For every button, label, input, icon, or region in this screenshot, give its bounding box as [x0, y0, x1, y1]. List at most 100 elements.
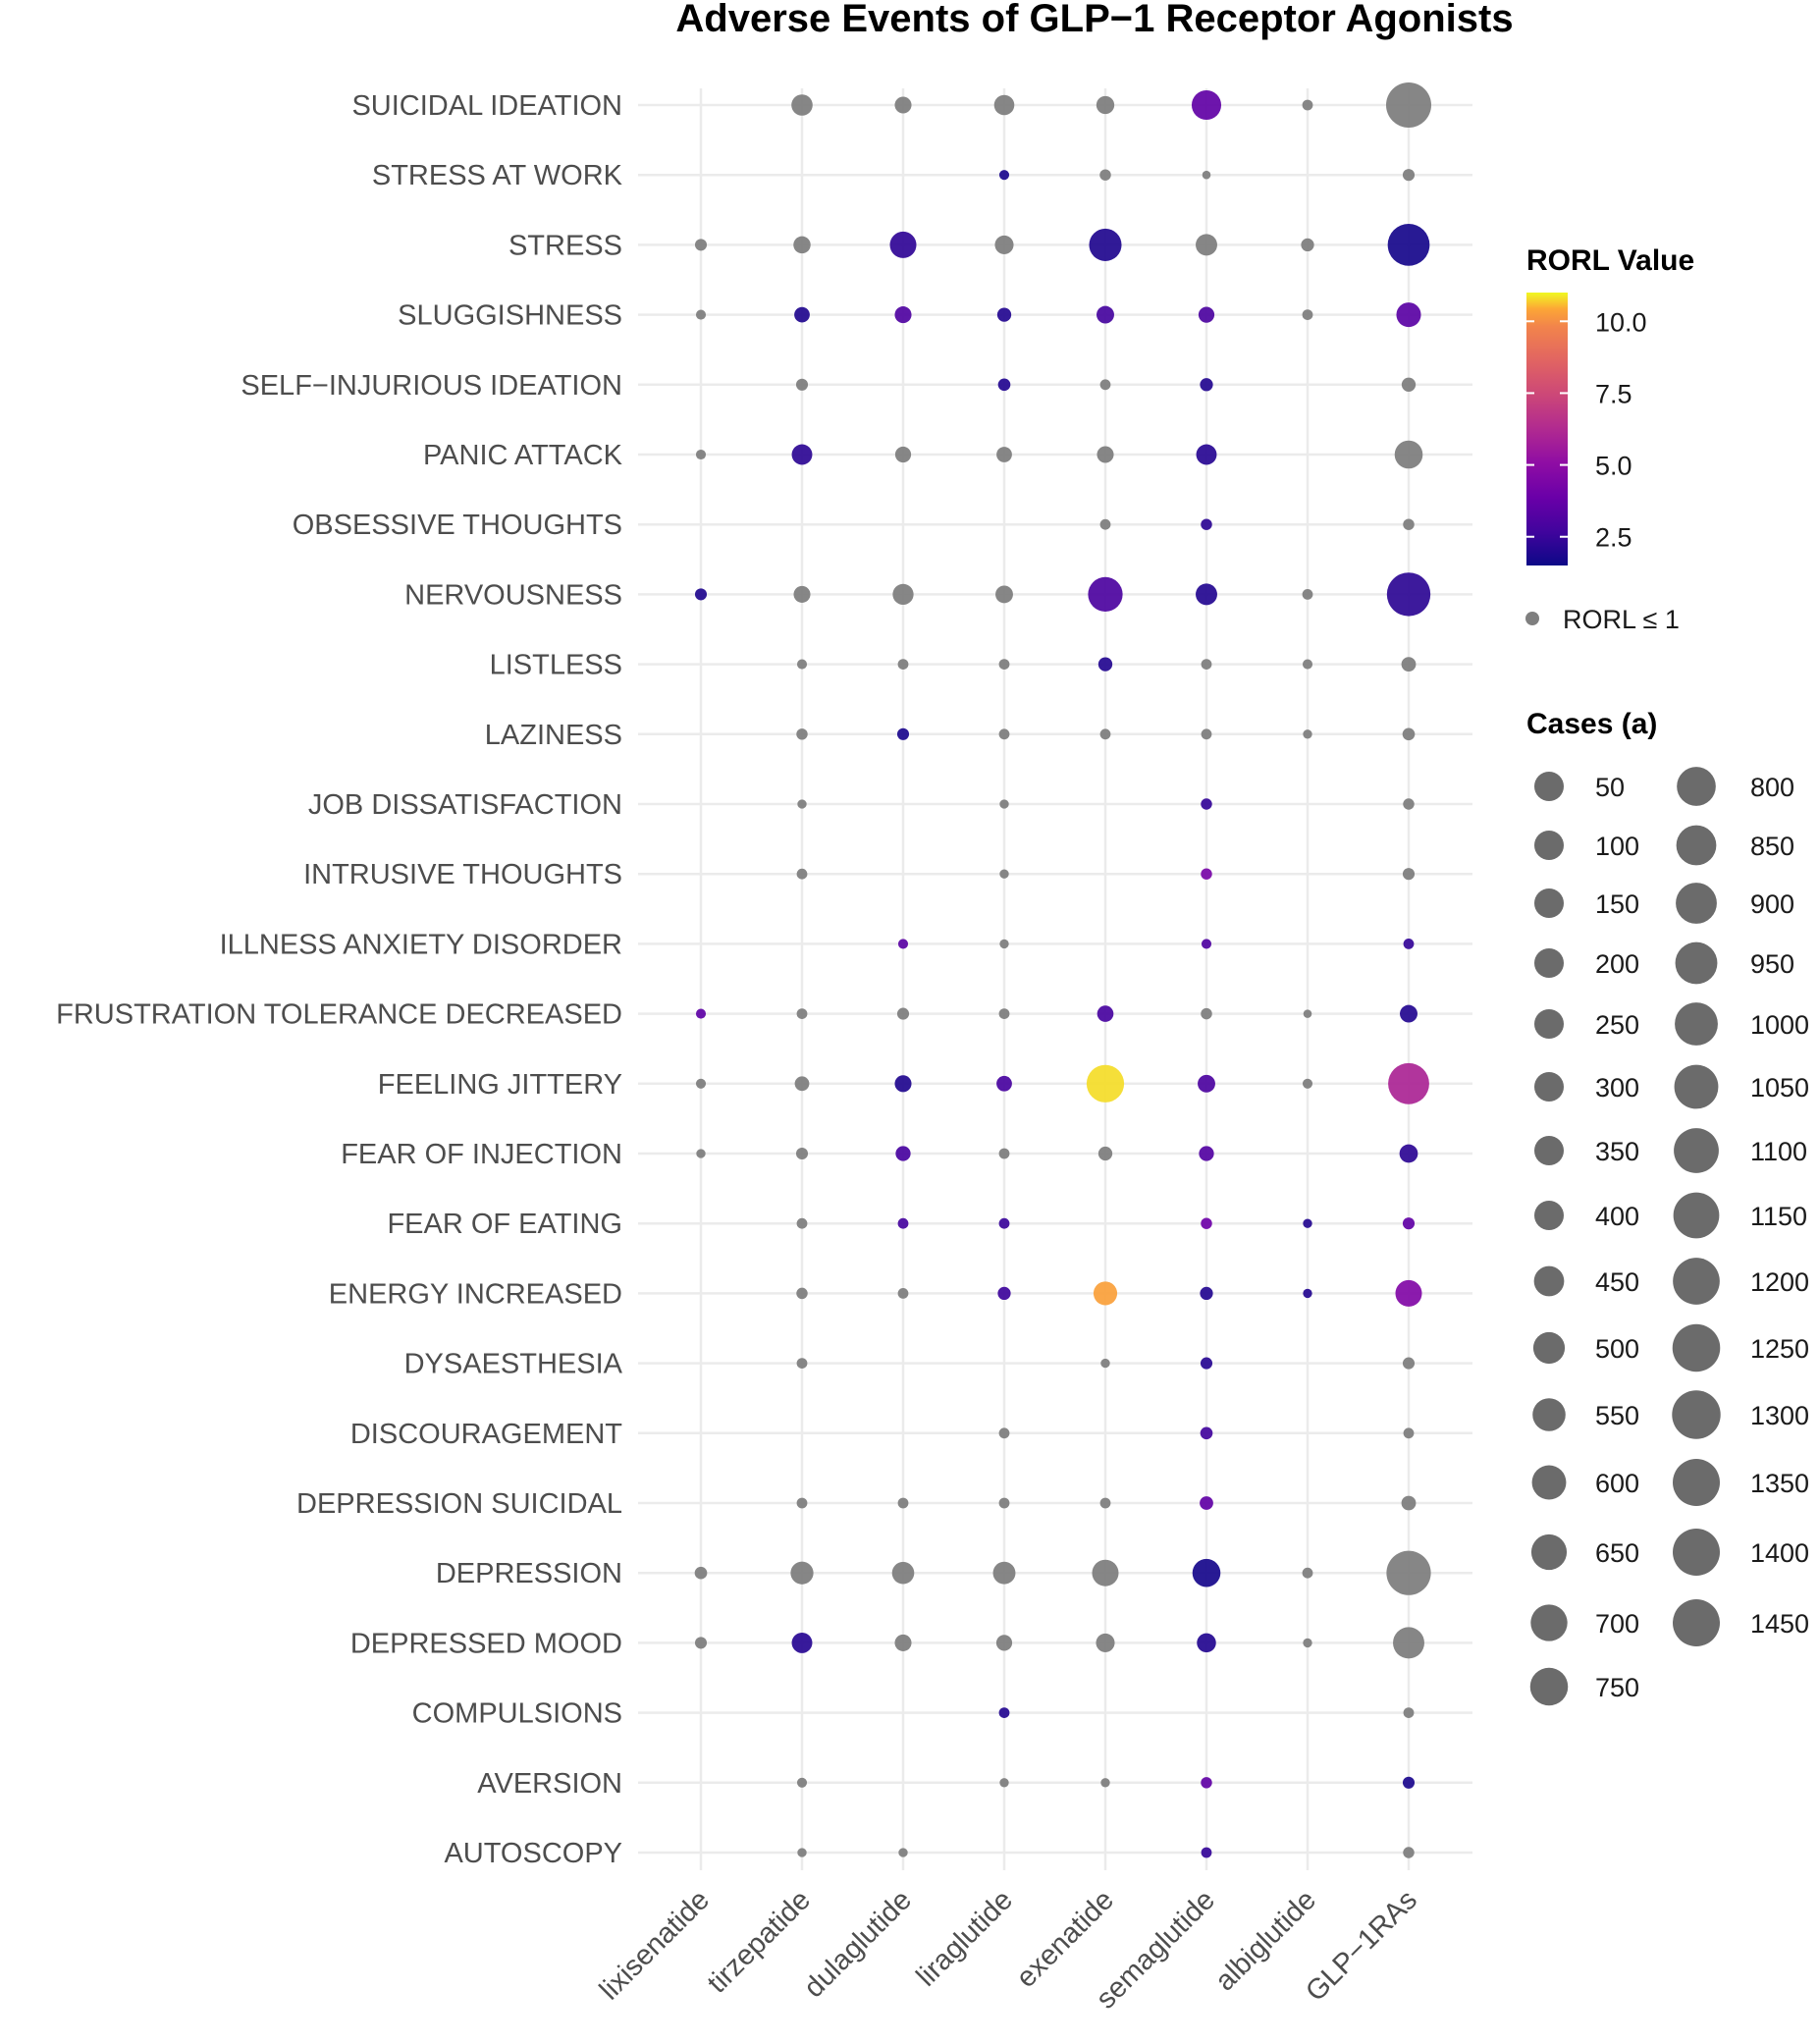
- point-stress-at-work-exenatide: [1099, 169, 1111, 181]
- size-key-700: [1530, 1604, 1568, 1641]
- point-fear-of-injection-liraglutide: [998, 1148, 1010, 1159]
- point-obsessive-thoughts-semaglutide: [1201, 518, 1212, 530]
- point-feeling-jittery-tirzepatide: [794, 1076, 810, 1092]
- point-depression-glp-1ras: [1386, 1550, 1431, 1595]
- point-suicidal-ideation-albiglutide: [1302, 99, 1313, 111]
- y-label-laziness: LAZINESS: [485, 720, 622, 751]
- point-depression-suicidal-glp-1ras: [1401, 1495, 1417, 1511]
- point-fear-of-eating-tirzepatide: [796, 1217, 808, 1229]
- point-feeling-jittery-glp-1ras: [1388, 1062, 1429, 1104]
- point-discouragement-semaglutide: [1200, 1426, 1213, 1440]
- point-stress-albiglutide: [1301, 238, 1314, 252]
- size-key-label-1300: 1300: [1750, 1401, 1809, 1430]
- y-label-energy-increased: ENERGY INCREASED: [329, 1278, 622, 1310]
- point-listless-exenatide: [1097, 657, 1113, 672]
- color-tick-label-2-5: 2.5: [1595, 523, 1632, 553]
- size-key-1050: [1674, 1064, 1719, 1109]
- point-depressed-mood-lixisenatide: [694, 1637, 708, 1649]
- point-intrusive-thoughts-glp-1ras: [1402, 868, 1416, 881]
- point-depression-dulaglutide: [891, 1561, 915, 1585]
- point-panic-attack-tirzepatide: [791, 444, 813, 465]
- point-listless-tirzepatide: [796, 659, 808, 670]
- size-key-label-650: 650: [1595, 1538, 1639, 1568]
- size-key-label-900: 900: [1750, 889, 1794, 919]
- point-self-injurious-ideation-glp-1ras: [1401, 377, 1417, 392]
- color-legend-title: RORL Value: [1526, 244, 1694, 277]
- size-key-1400: [1673, 1529, 1720, 1576]
- size-key-500: [1532, 1331, 1566, 1365]
- point-suicidal-ideation-dulaglutide: [894, 96, 912, 114]
- point-suicidal-ideation-exenatide: [1096, 95, 1115, 115]
- size-key-label-250: 250: [1595, 1010, 1639, 1040]
- size-key-750: [1529, 1667, 1569, 1706]
- point-fear-of-injection-semaglutide: [1199, 1146, 1214, 1161]
- y-label-fear-of-eating: FEAR OF EATING: [387, 1209, 622, 1240]
- y-label-dysaesthesia: DYSAESTHESIA: [404, 1349, 623, 1380]
- point-nervousness-albiglutide: [1302, 589, 1313, 600]
- color-tick-label-5-0: 5.0: [1595, 452, 1632, 481]
- size-key-650: [1530, 1533, 1568, 1571]
- point-stress-exenatide: [1089, 228, 1122, 261]
- point-fear-of-eating-glp-1ras: [1402, 1217, 1416, 1230]
- y-label-stress: STRESS: [508, 230, 622, 261]
- y-label-obsessive-thoughts: OBSESSIVE THOUGHTS: [293, 510, 622, 541]
- size-key-label-1150: 1150: [1750, 1202, 1807, 1231]
- size-key-label-200: 200: [1595, 949, 1639, 979]
- point-panic-attack-dulaglutide: [894, 446, 912, 463]
- point-sluggishness-tirzepatide: [794, 306, 810, 323]
- point-depression-liraglutide: [992, 1561, 1016, 1585]
- size-key-label-50: 50: [1595, 773, 1625, 802]
- size-key-label-500: 500: [1595, 1334, 1639, 1364]
- x-label-dulaglutide: dulaglutide: [798, 1884, 918, 2004]
- grey-legend-label: RORL ≤ 1: [1563, 605, 1680, 634]
- point-aversion-exenatide: [1100, 1778, 1110, 1788]
- point-depressed-mood-exenatide: [1096, 1633, 1115, 1652]
- point-self-injurious-ideation-liraglutide: [997, 378, 1011, 392]
- point-stress-at-work-semaglutide: [1202, 170, 1211, 180]
- point-stress-at-work-glp-1ras: [1402, 169, 1416, 182]
- point-panic-attack-semaglutide: [1196, 444, 1217, 465]
- y-label-panic-attack: PANIC ATTACK: [423, 440, 623, 471]
- point-stress-semaglutide: [1196, 234, 1217, 256]
- point-listless-glp-1ras: [1401, 657, 1417, 672]
- y-label-feeling-jittery: FEELING JITTERY: [378, 1069, 622, 1101]
- point-frustration-tolerance-decreased-exenatide: [1097, 1005, 1114, 1022]
- y-label-nervousness: NERVOUSNESS: [404, 579, 622, 611]
- size-key-1100: [1674, 1128, 1719, 1173]
- size-key-800: [1677, 767, 1716, 806]
- point-fear-of-eating-semaglutide: [1201, 1217, 1212, 1229]
- size-key-1250: [1672, 1323, 1721, 1372]
- point-illness-anxiety-disorder-dulaglutide: [897, 939, 909, 949]
- point-frustration-tolerance-decreased-albiglutide: [1303, 1009, 1312, 1018]
- size-key-200: [1534, 948, 1564, 978]
- point-nervousness-dulaglutide: [892, 583, 914, 606]
- point-dysaesthesia-semaglutide: [1200, 1357, 1213, 1370]
- point-obsessive-thoughts-exenatide: [1099, 518, 1111, 530]
- size-key-label-450: 450: [1595, 1267, 1639, 1297]
- point-feeling-jittery-semaglutide: [1198, 1074, 1215, 1093]
- point-job-dissatisfaction-liraglutide: [999, 799, 1009, 809]
- size-key-label-1400: 1400: [1750, 1538, 1809, 1568]
- point-depressed-mood-liraglutide: [995, 1635, 1013, 1651]
- point-fear-of-eating-dulaglutide: [897, 1217, 909, 1229]
- size-legend-title: Cases (a): [1526, 708, 1657, 740]
- size-key-250: [1534, 1009, 1564, 1039]
- point-energy-increased-albiglutide: [1303, 1288, 1312, 1299]
- point-frustration-tolerance-decreased-dulaglutide: [896, 1007, 910, 1020]
- size-key-label-1200: 1200: [1750, 1267, 1809, 1297]
- point-depressed-mood-albiglutide: [1303, 1638, 1312, 1648]
- size-key-label-1450: 1450: [1750, 1609, 1809, 1639]
- point-depression-albiglutide: [1302, 1567, 1313, 1579]
- point-frustration-tolerance-decreased-lixisenatide: [695, 1008, 707, 1019]
- size-key-600: [1531, 1465, 1567, 1500]
- point-self-injurious-ideation-tirzepatide: [795, 378, 809, 391]
- point-stress-dulaglutide: [889, 231, 917, 258]
- size-key-label-550: 550: [1595, 1401, 1639, 1430]
- y-label-intrusive-thoughts: INTRUSIVE THOUGHTS: [303, 859, 622, 890]
- size-key-label-850: 850: [1750, 832, 1794, 861]
- point-energy-increased-exenatide: [1093, 1281, 1118, 1306]
- point-intrusive-thoughts-tirzepatide: [796, 868, 808, 880]
- point-stress-lixisenatide: [694, 239, 708, 251]
- size-key-label-300: 300: [1595, 1073, 1639, 1103]
- point-illness-anxiety-disorder-semaglutide: [1201, 939, 1212, 949]
